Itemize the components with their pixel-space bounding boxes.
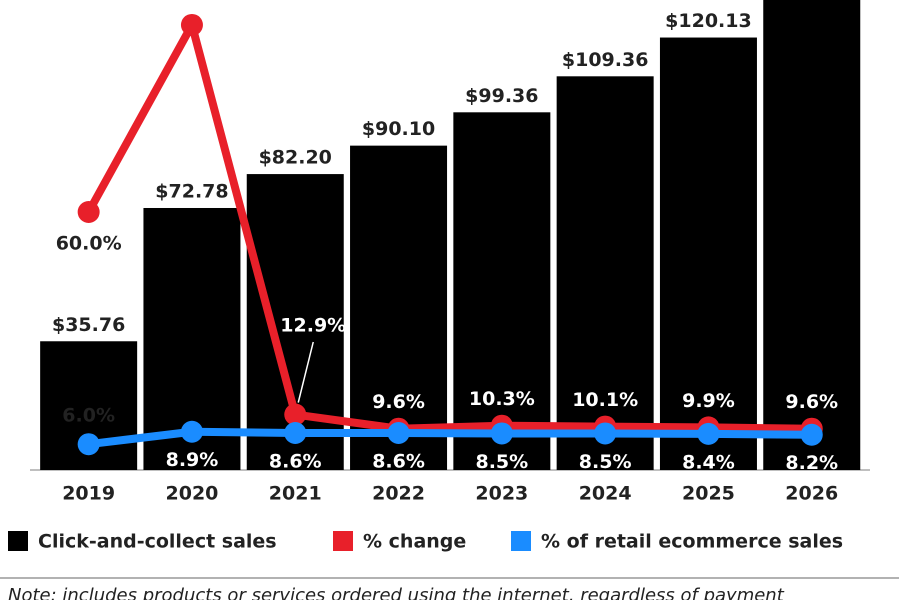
line-value-label: 8.5% bbox=[579, 451, 632, 473]
point bbox=[77, 201, 100, 223]
point bbox=[594, 422, 617, 445]
bar bbox=[556, 76, 654, 470]
line-value-label: 10.3% bbox=[469, 388, 535, 410]
x-tick-label: 2022 bbox=[372, 483, 425, 505]
x-tick-label: 2025 bbox=[682, 483, 735, 505]
line-value-label: 6.0% bbox=[62, 405, 115, 427]
line-value-label: 9.6% bbox=[372, 391, 425, 413]
bar-value-label: $72.78 bbox=[155, 180, 228, 202]
legend-swatch bbox=[8, 531, 28, 551]
line-value-label: 9.6% bbox=[785, 391, 838, 413]
line-value-label: 8.5% bbox=[475, 451, 528, 473]
point bbox=[180, 420, 203, 443]
bar-value-label: $109.36 bbox=[562, 49, 649, 71]
bar bbox=[453, 112, 551, 470]
line bbox=[88, 427, 812, 449]
x-tick-label: 2020 bbox=[166, 483, 219, 505]
bar-value-label: $99.36 bbox=[465, 85, 538, 107]
line-value-label: 12.9% bbox=[280, 315, 346, 337]
point bbox=[77, 433, 100, 456]
point bbox=[490, 422, 513, 445]
bar-value-label: $82.20 bbox=[259, 147, 332, 169]
note: Note: includes products or services orde… bbox=[8, 585, 785, 600]
leader-line bbox=[297, 341, 314, 403]
line-value-label: 8.2% bbox=[785, 452, 838, 474]
x-tick-label: 2024 bbox=[579, 483, 632, 505]
point bbox=[387, 422, 410, 445]
bar-value-label: $120.13 bbox=[665, 10, 752, 32]
line-value-label: 8.9% bbox=[166, 449, 219, 471]
x-tick-label: 2021 bbox=[269, 483, 322, 505]
bar bbox=[659, 37, 757, 470]
point bbox=[697, 422, 720, 445]
legend-label: % of retail ecommerce sales bbox=[541, 531, 843, 553]
point bbox=[180, 13, 203, 36]
bar bbox=[350, 145, 448, 470]
line-value-label: 8.6% bbox=[269, 451, 322, 473]
line-value-label: 8.6% bbox=[372, 451, 425, 473]
bar bbox=[763, 0, 861, 470]
x-tick-label: 2023 bbox=[475, 483, 528, 505]
line bbox=[85, 20, 812, 433]
legend-label: Click-and-collect sales bbox=[38, 531, 277, 553]
point bbox=[284, 403, 307, 426]
bar-value-label: $35.76 bbox=[52, 314, 125, 336]
point bbox=[800, 423, 823, 446]
x-tick-label: 2026 bbox=[785, 483, 838, 505]
legend-swatch bbox=[511, 531, 531, 551]
line-value-label: 60.0% bbox=[56, 233, 122, 255]
line-value-label: 8.4% bbox=[682, 451, 735, 473]
point bbox=[284, 422, 307, 445]
x-tick-label: 2019 bbox=[62, 483, 115, 505]
line-value-label: 9.9% bbox=[682, 390, 735, 412]
legend-swatch bbox=[333, 531, 353, 551]
legend-label: % change bbox=[363, 531, 466, 553]
bar-value-label: $90.10 bbox=[362, 118, 435, 140]
line-value-label: 10.1% bbox=[572, 389, 638, 411]
